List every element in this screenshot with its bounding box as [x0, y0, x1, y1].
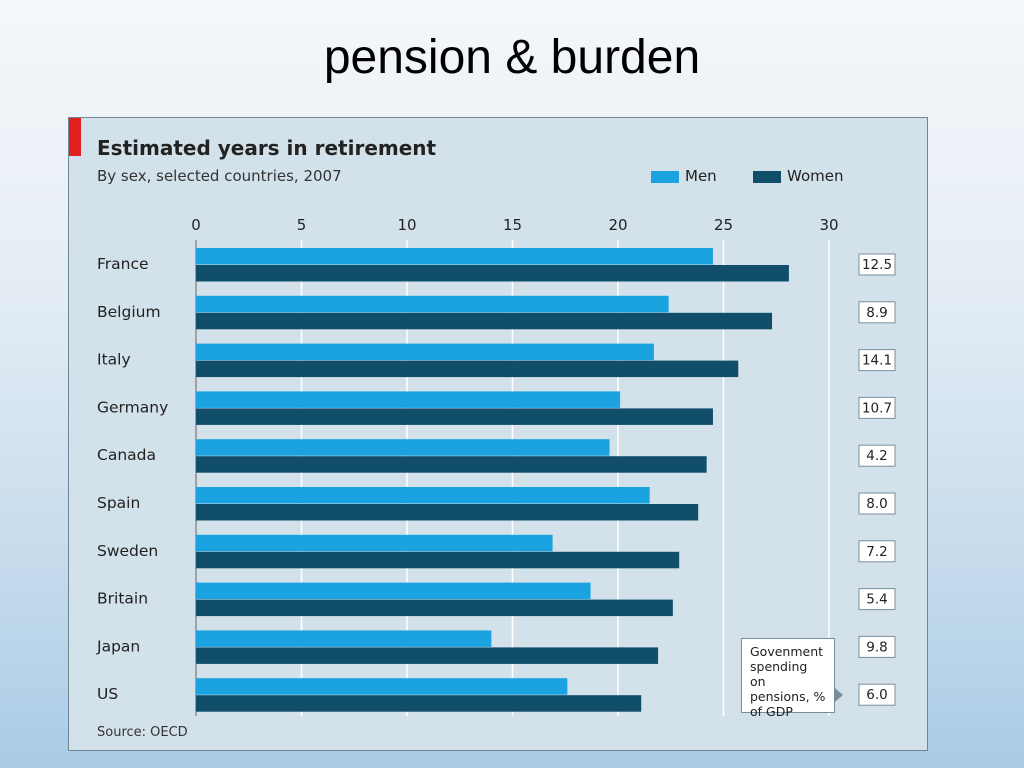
pension-spending-callout: Govenment spending on pensions, % of GDP — [741, 638, 835, 719]
pension-value: 4.2 — [866, 448, 887, 464]
category-label: Sweden — [97, 542, 158, 560]
men-bar — [196, 295, 669, 313]
pension-value: 8.9 — [866, 305, 887, 321]
women-bar — [196, 312, 773, 330]
x-tick-label: 0 — [191, 216, 201, 234]
pension-value: 7.2 — [866, 544, 887, 560]
callout-arrow — [835, 688, 843, 702]
legend-women-label: Women — [787, 167, 844, 185]
women-bar — [196, 695, 642, 712]
men-bar — [196, 630, 492, 647]
women-bar — [196, 265, 789, 282]
men-bar — [196, 391, 621, 408]
pension-value-box — [858, 635, 896, 658]
category-label: Belgium — [97, 303, 161, 321]
pension-value: 9.8 — [866, 639, 887, 655]
pension-value-box — [858, 540, 896, 563]
category-label: Japan — [96, 637, 140, 655]
chart-panel: Estimated years in retirement By sex, se… — [68, 117, 928, 751]
women-bar — [196, 408, 713, 425]
category-label: Canada — [97, 446, 156, 464]
x-tick-label: 30 — [819, 216, 838, 234]
chart-plot: 0 5 10 15 20 25 30 France 12.5 Belgium 8.9 Italy 14.… — [96, 216, 896, 716]
x-tick-label: 25 — [714, 216, 733, 234]
pension-value-box — [858, 588, 896, 611]
women-bar — [196, 456, 707, 473]
x-tick-label: 10 — [397, 216, 416, 234]
women-bar — [196, 599, 673, 617]
category-label: US — [97, 685, 118, 703]
pension-value: 14.1 — [862, 353, 892, 369]
x-tick-label: 20 — [608, 216, 627, 234]
pension-value-box — [858, 253, 896, 276]
men-bar — [196, 678, 568, 695]
men-bar — [196, 248, 713, 265]
pension-value: 8.0 — [866, 496, 887, 512]
legend-men-swatch — [651, 170, 679, 183]
category-label: Germany — [97, 398, 168, 416]
men-bar — [196, 343, 654, 361]
men-bar — [196, 487, 650, 504]
category-label: France — [97, 255, 149, 273]
men-bar — [196, 439, 610, 456]
pension-value: 12.5 — [862, 257, 892, 273]
x-tick-label: 15 — [503, 216, 522, 234]
women-bar — [196, 551, 680, 569]
pension-value: 5.4 — [866, 592, 887, 608]
pension-value: 6.0 — [866, 687, 887, 703]
chart-title: Estimated years in retirement — [97, 136, 437, 160]
pension-value-box — [858, 396, 896, 419]
pension-value-box — [858, 492, 896, 515]
pension-value-box — [858, 683, 896, 706]
chart-subtitle: By sex, selected countries, 2007 — [97, 167, 342, 185]
pension-value-box — [858, 301, 896, 324]
category-label: Italy — [97, 351, 131, 369]
legend-men-label: Men — [685, 167, 717, 185]
red-accent-mark — [69, 118, 81, 156]
category-label: Spain — [97, 494, 140, 512]
legend-men: Men — [651, 167, 717, 185]
women-bar — [196, 647, 659, 664]
women-bar — [196, 360, 739, 378]
category-label: Britain — [97, 590, 148, 608]
legend-women-swatch — [753, 170, 781, 183]
legend-women: Women — [753, 167, 843, 185]
chart-source: Source: OECD — [97, 725, 188, 740]
pension-value-box — [858, 349, 896, 372]
men-bar — [196, 534, 553, 552]
pension-value-box — [858, 444, 896, 467]
pension-value: 10.7 — [862, 400, 892, 416]
slide-title: pension & burden — [323, 31, 701, 84]
women-bar — [196, 504, 699, 521]
x-tick-label: 5 — [297, 216, 307, 234]
men-bar — [196, 582, 591, 600]
